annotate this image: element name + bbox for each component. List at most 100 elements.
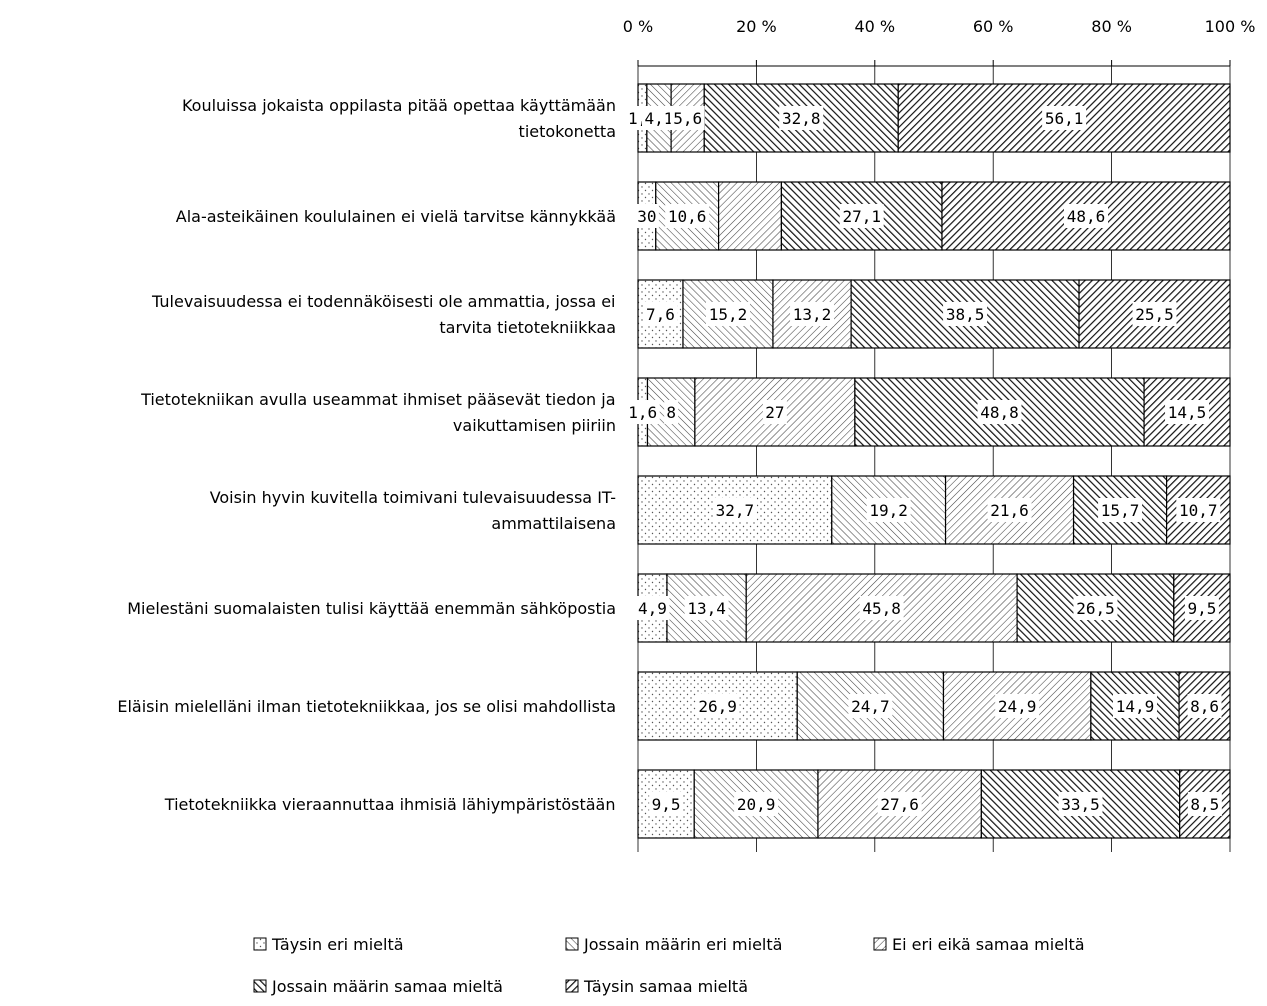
data-label: 24,9	[998, 697, 1037, 716]
category-label: Tietotekniikka vieraannuttaa ihmisiä läh…	[164, 795, 616, 814]
x-tick-label: 80 %	[1091, 17, 1132, 36]
data-label-bg	[877, 792, 922, 816]
data-label: 14,9	[1116, 697, 1155, 716]
legend-swatch	[565, 937, 579, 951]
data-label: 15,2	[709, 305, 748, 324]
data-label: 10,7	[1179, 501, 1218, 520]
legend-label: Täysin eri mieltä	[271, 935, 404, 954]
data-label-bg	[649, 792, 684, 816]
legend-label: Ei eri eikä samaa mieltä	[892, 935, 1085, 954]
data-label: 27,6	[880, 795, 919, 814]
data-label: 33,5	[1061, 795, 1100, 814]
x-axis: 0 % 20 % 40 % 60 % 80 % 100 %	[623, 17, 1256, 67]
category-label: ammattilaisena	[491, 514, 616, 533]
data-label: 8,6	[1190, 697, 1219, 716]
x-tick-label: 0 %	[623, 17, 653, 36]
data-label-bg	[1064, 204, 1108, 228]
data-label: 26,5	[1076, 599, 1115, 618]
x-tick-label: 40 %	[854, 17, 895, 36]
legend-label: Jossain määrin samaa mieltä	[271, 977, 503, 996]
value-labels: 1,54,15,632,856,13010,627,148,67,615,213…	[625, 106, 1222, 816]
data-label-bg	[635, 596, 670, 620]
data-label-bg	[943, 302, 988, 326]
data-label: 10,6	[668, 207, 707, 226]
data-label-bg	[695, 694, 740, 718]
bar-segment	[717, 181, 783, 251]
data-label: 20,9	[737, 795, 776, 814]
data-label: 32,7	[716, 501, 755, 520]
x-tick-label: 60 %	[973, 17, 1014, 36]
legend-swatch	[873, 937, 887, 951]
category-label: tietokonetta	[519, 122, 616, 141]
data-label: 4,1	[645, 109, 674, 128]
data-label-bg	[779, 106, 824, 130]
legend-swatch	[565, 979, 579, 993]
data-label: 26,9	[698, 697, 737, 716]
data-label-bg	[712, 498, 757, 522]
data-label-bg	[1042, 106, 1087, 130]
data-label-bg	[643, 302, 678, 326]
data-label-bg	[848, 694, 893, 718]
legend-label: Täysin samaa mieltä	[583, 977, 748, 996]
data-label-bg	[977, 400, 1022, 424]
category-label: Voisin hyvin kuvitella toimivani tulevai…	[210, 488, 616, 507]
category-label: tarvita tietotekniikkaa	[439, 318, 616, 337]
data-label: 19,2	[869, 501, 908, 520]
bars	[637, 83, 1231, 839]
data-label-bg	[1187, 694, 1222, 718]
data-label: 8	[666, 403, 676, 422]
data-label: 15,7	[1101, 501, 1140, 520]
data-label: 7,6	[646, 305, 675, 324]
data-label: 21,6	[990, 501, 1029, 520]
data-label: 4,9	[638, 599, 667, 618]
x-tick-label: 100 %	[1205, 17, 1256, 36]
data-label: 38,5	[946, 305, 985, 324]
category-label: Tietotekniikan avulla useammat ihmiset p…	[140, 390, 615, 409]
data-label-bg	[634, 204, 659, 228]
legend-swatch	[253, 979, 267, 993]
data-label-bg	[866, 498, 911, 522]
data-label-bg	[987, 498, 1032, 522]
category-label: Eläisin mielelläni ilman tietotekniikkaa…	[117, 697, 616, 716]
category-label: Mielestäni suomalaisten tulisi käyttää e…	[127, 599, 616, 618]
x-tick-label: 20 %	[736, 17, 777, 36]
data-label-bg	[664, 400, 679, 424]
data-label-bg	[790, 302, 835, 326]
data-label: 14,5	[1168, 403, 1207, 422]
data-label-bg	[705, 302, 750, 326]
data-label-bg	[1112, 694, 1157, 718]
data-label-bg	[859, 596, 904, 620]
category-label: Kouluissa jokaista oppilasta pitää opett…	[182, 96, 616, 115]
data-label-bg	[1098, 498, 1143, 522]
data-label-bg	[684, 596, 729, 620]
category-label: Tulevaisuudessa ei todennäköisesti ole a…	[151, 292, 615, 311]
data-label-bg	[665, 204, 710, 228]
data-label-bg	[1058, 792, 1103, 816]
data-label-bg	[1184, 596, 1219, 620]
data-label: 32,8	[782, 109, 821, 128]
data-label-bg	[1165, 400, 1210, 424]
legend: Täysin eri mieltä Jossain määrin eri miel…	[253, 935, 1085, 996]
data-label: 8,5	[1190, 795, 1219, 814]
data-label-bg	[670, 106, 705, 130]
data-label-bg	[762, 400, 787, 424]
data-label: 48,6	[1067, 207, 1106, 226]
category-label: vaikuttamisen piiriin	[453, 416, 616, 435]
data-label: 48,8	[980, 403, 1019, 422]
data-label: 5,6	[673, 109, 702, 128]
legend-label: Jossain määrin eri mieltä	[583, 935, 782, 954]
data-label-bg	[734, 792, 779, 816]
data-label-bg	[995, 694, 1040, 718]
data-label: 13,4	[687, 599, 726, 618]
data-label-bg	[1176, 498, 1221, 522]
data-label: 25,5	[1135, 305, 1174, 324]
data-label-bg	[641, 106, 676, 130]
legend-swatch	[253, 937, 267, 951]
data-label: 56,1	[1045, 109, 1084, 128]
data-label: 9,5	[1187, 599, 1216, 618]
data-label-bg	[625, 400, 660, 424]
category-label: Ala-asteikäinen koululainen ei vielä tar…	[176, 207, 616, 226]
data-label-bg	[1132, 302, 1177, 326]
